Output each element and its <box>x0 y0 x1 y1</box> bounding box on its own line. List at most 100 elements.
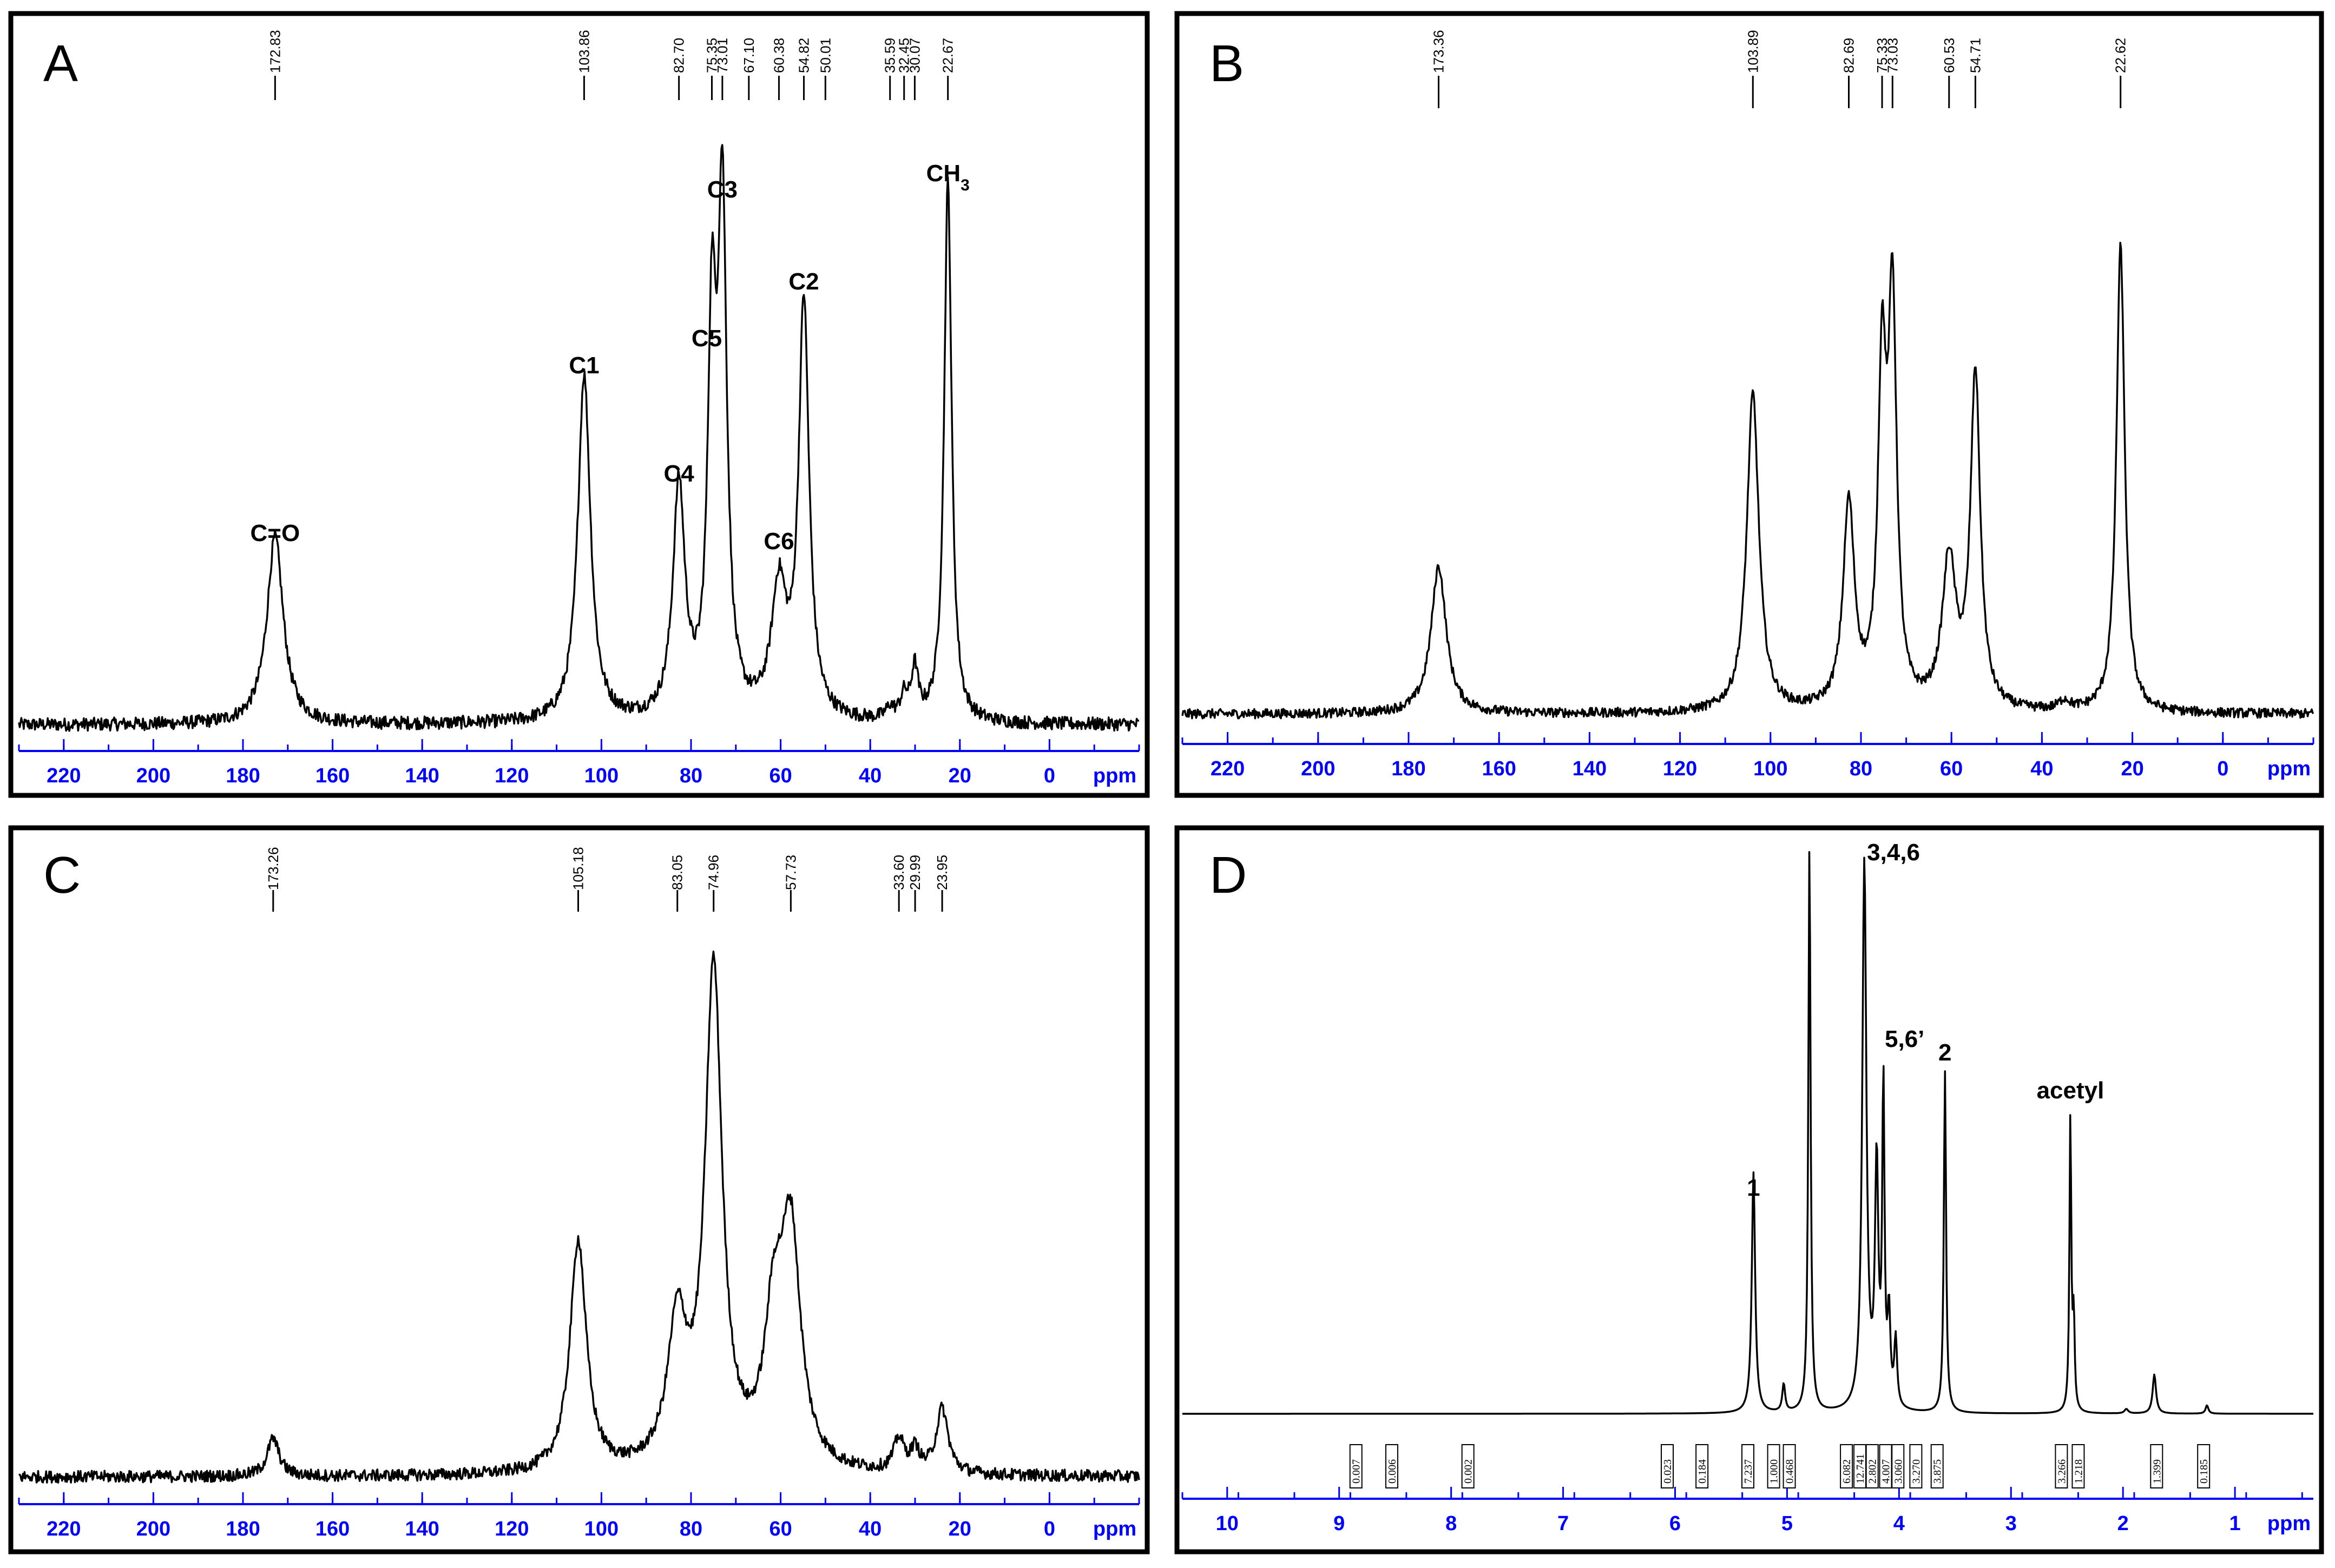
x-tick-label: 7 <box>1557 1512 1569 1535</box>
spectrum-trace-b <box>1181 241 2314 720</box>
x-tick-label: 220 <box>47 765 81 787</box>
spectrum-trace-a <box>18 144 1140 732</box>
x-tick-label: 120 <box>495 765 529 787</box>
x-tick-label: 10 <box>1216 1512 1239 1535</box>
x-tick-label: 40 <box>859 765 882 787</box>
integral-value: 3.270 <box>1910 1459 1922 1484</box>
shift-label: 32.45 <box>896 38 912 73</box>
integral-box <box>1461 1444 1475 1488</box>
panel-letter: A <box>43 35 78 93</box>
x-tick-label: 60 <box>769 765 792 787</box>
integral-value: 0.002 <box>1463 1459 1475 1484</box>
peak-label-subscript: 3 <box>961 176 970 194</box>
integral-value: 4.007 <box>1880 1459 1892 1484</box>
integral-box <box>1891 1444 1905 1488</box>
x-tick-label: 1 <box>2229 1512 2241 1535</box>
shift-label: 67.10 <box>741 38 757 73</box>
x-tick-label: 160 <box>315 765 350 787</box>
integral-box <box>1930 1444 1944 1488</box>
peak-assignment-label: 2 <box>1938 1039 1951 1066</box>
shift-label: 23.95 <box>934 855 950 890</box>
spectrum-panel-d: D 10 9 8 7 6 5 4 3 2 1 ppm 0.007 0.006 0.002 0.023 0.184… <box>1174 825 2324 1554</box>
x-tick-label: 180 <box>226 765 260 787</box>
shift-label: 83.05 <box>669 855 686 890</box>
shift-label: 60.53 <box>1941 38 1957 73</box>
integral-box <box>1695 1444 1709 1488</box>
x-tick-label: 60 <box>1940 757 1963 780</box>
integral-box <box>2071 1444 2085 1488</box>
shift-label: 54.82 <box>795 38 812 73</box>
shift-label: 173.26 <box>265 847 281 890</box>
integral-value: 0.185 <box>2198 1459 2210 1484</box>
shift-label: 172.83 <box>267 30 283 73</box>
peak-assignment-label: 3,4,6 <box>1867 839 1920 866</box>
x-tick-label: 140 <box>1573 757 1607 780</box>
panel-frame <box>8 11 1150 798</box>
x-tick-label: 100 <box>584 765 619 787</box>
shift-label: 82.69 <box>1841 38 1857 73</box>
x-tick-label: 80 <box>680 765 702 787</box>
x-tick-label: 9 <box>1333 1512 1345 1535</box>
integral-value: 0.468 <box>1784 1459 1796 1484</box>
x-tick-label: 100 <box>584 1518 619 1540</box>
integral-box <box>2197 1444 2211 1488</box>
x-tick-label: 40 <box>859 1518 882 1540</box>
integral-value: 0.184 <box>1696 1459 1708 1484</box>
shift-label: 73.03 <box>1884 38 1900 73</box>
shift-label: 173.36 <box>1431 30 1447 73</box>
integral-value: 6.082 <box>1841 1459 1853 1484</box>
integral-value: 3.060 <box>1892 1459 1904 1484</box>
peak-assignment-label: C6 <box>764 528 794 555</box>
x-tick-label: 80 <box>680 1518 702 1540</box>
shift-label: 29.99 <box>907 855 923 890</box>
integral-value: 0.007 <box>1351 1459 1363 1484</box>
spectrum-trace-c <box>18 950 1140 1484</box>
integral-box <box>1783 1444 1796 1488</box>
x-tick-label: 8 <box>1445 1512 1457 1535</box>
x-tick-label: 20 <box>949 1518 971 1540</box>
shift-label: 75.33 <box>1874 38 1890 73</box>
shift-label: 105.18 <box>570 847 587 890</box>
shift-label: 103.89 <box>1745 30 1761 73</box>
x-tick-label: 40 <box>2030 757 2053 780</box>
integral-value: 12.741 <box>1854 1454 1866 1484</box>
x-tick-label: 120 <box>495 1518 529 1540</box>
x-axis-unit-label: ppm <box>1093 1518 1136 1540</box>
x-tick-label: 220 <box>47 1518 81 1540</box>
x-tick-label: 200 <box>136 765 170 787</box>
integral-value: 0.006 <box>1386 1459 1398 1484</box>
integral-box <box>1767 1444 1780 1488</box>
peak-assignment-label: 5,6’ <box>1885 1026 1924 1052</box>
integral-box <box>1741 1444 1754 1488</box>
x-tick-label: 5 <box>1781 1512 1793 1535</box>
integral-value: 1.399 <box>2151 1459 2163 1484</box>
x-tick-label: 100 <box>1753 757 1787 780</box>
integral-value: 2.802 <box>1867 1459 1879 1484</box>
x-tick-label: 180 <box>1391 757 1425 780</box>
x-tick-label: 160 <box>1482 757 1516 780</box>
x-tick-label: 60 <box>769 1518 792 1540</box>
integral-box <box>2150 1444 2163 1488</box>
peak-assignment-label: C1 <box>569 352 599 379</box>
shift-label: 35.59 <box>882 38 898 73</box>
shift-label: 73.01 <box>714 38 731 73</box>
x-axis-unit-label: ppm <box>1093 765 1136 787</box>
x-tick-label: 20 <box>2121 757 2143 780</box>
x-axis-unit-label: ppm <box>2267 1512 2311 1535</box>
integral-box <box>1840 1444 1853 1488</box>
spectrum-trace-d <box>1182 851 2314 1415</box>
x-tick-label: 6 <box>1669 1512 1681 1535</box>
panel-frame <box>1174 825 2324 1554</box>
x-tick-label: 0 <box>1044 1518 1055 1540</box>
shift-label: 30.07 <box>906 38 923 73</box>
shift-label: 60.38 <box>771 38 787 73</box>
panel-letter: D <box>1209 846 1247 904</box>
x-tick-label: 3 <box>2005 1512 2017 1535</box>
integral-box <box>2055 1444 2068 1488</box>
panel-letter: C <box>43 846 81 904</box>
